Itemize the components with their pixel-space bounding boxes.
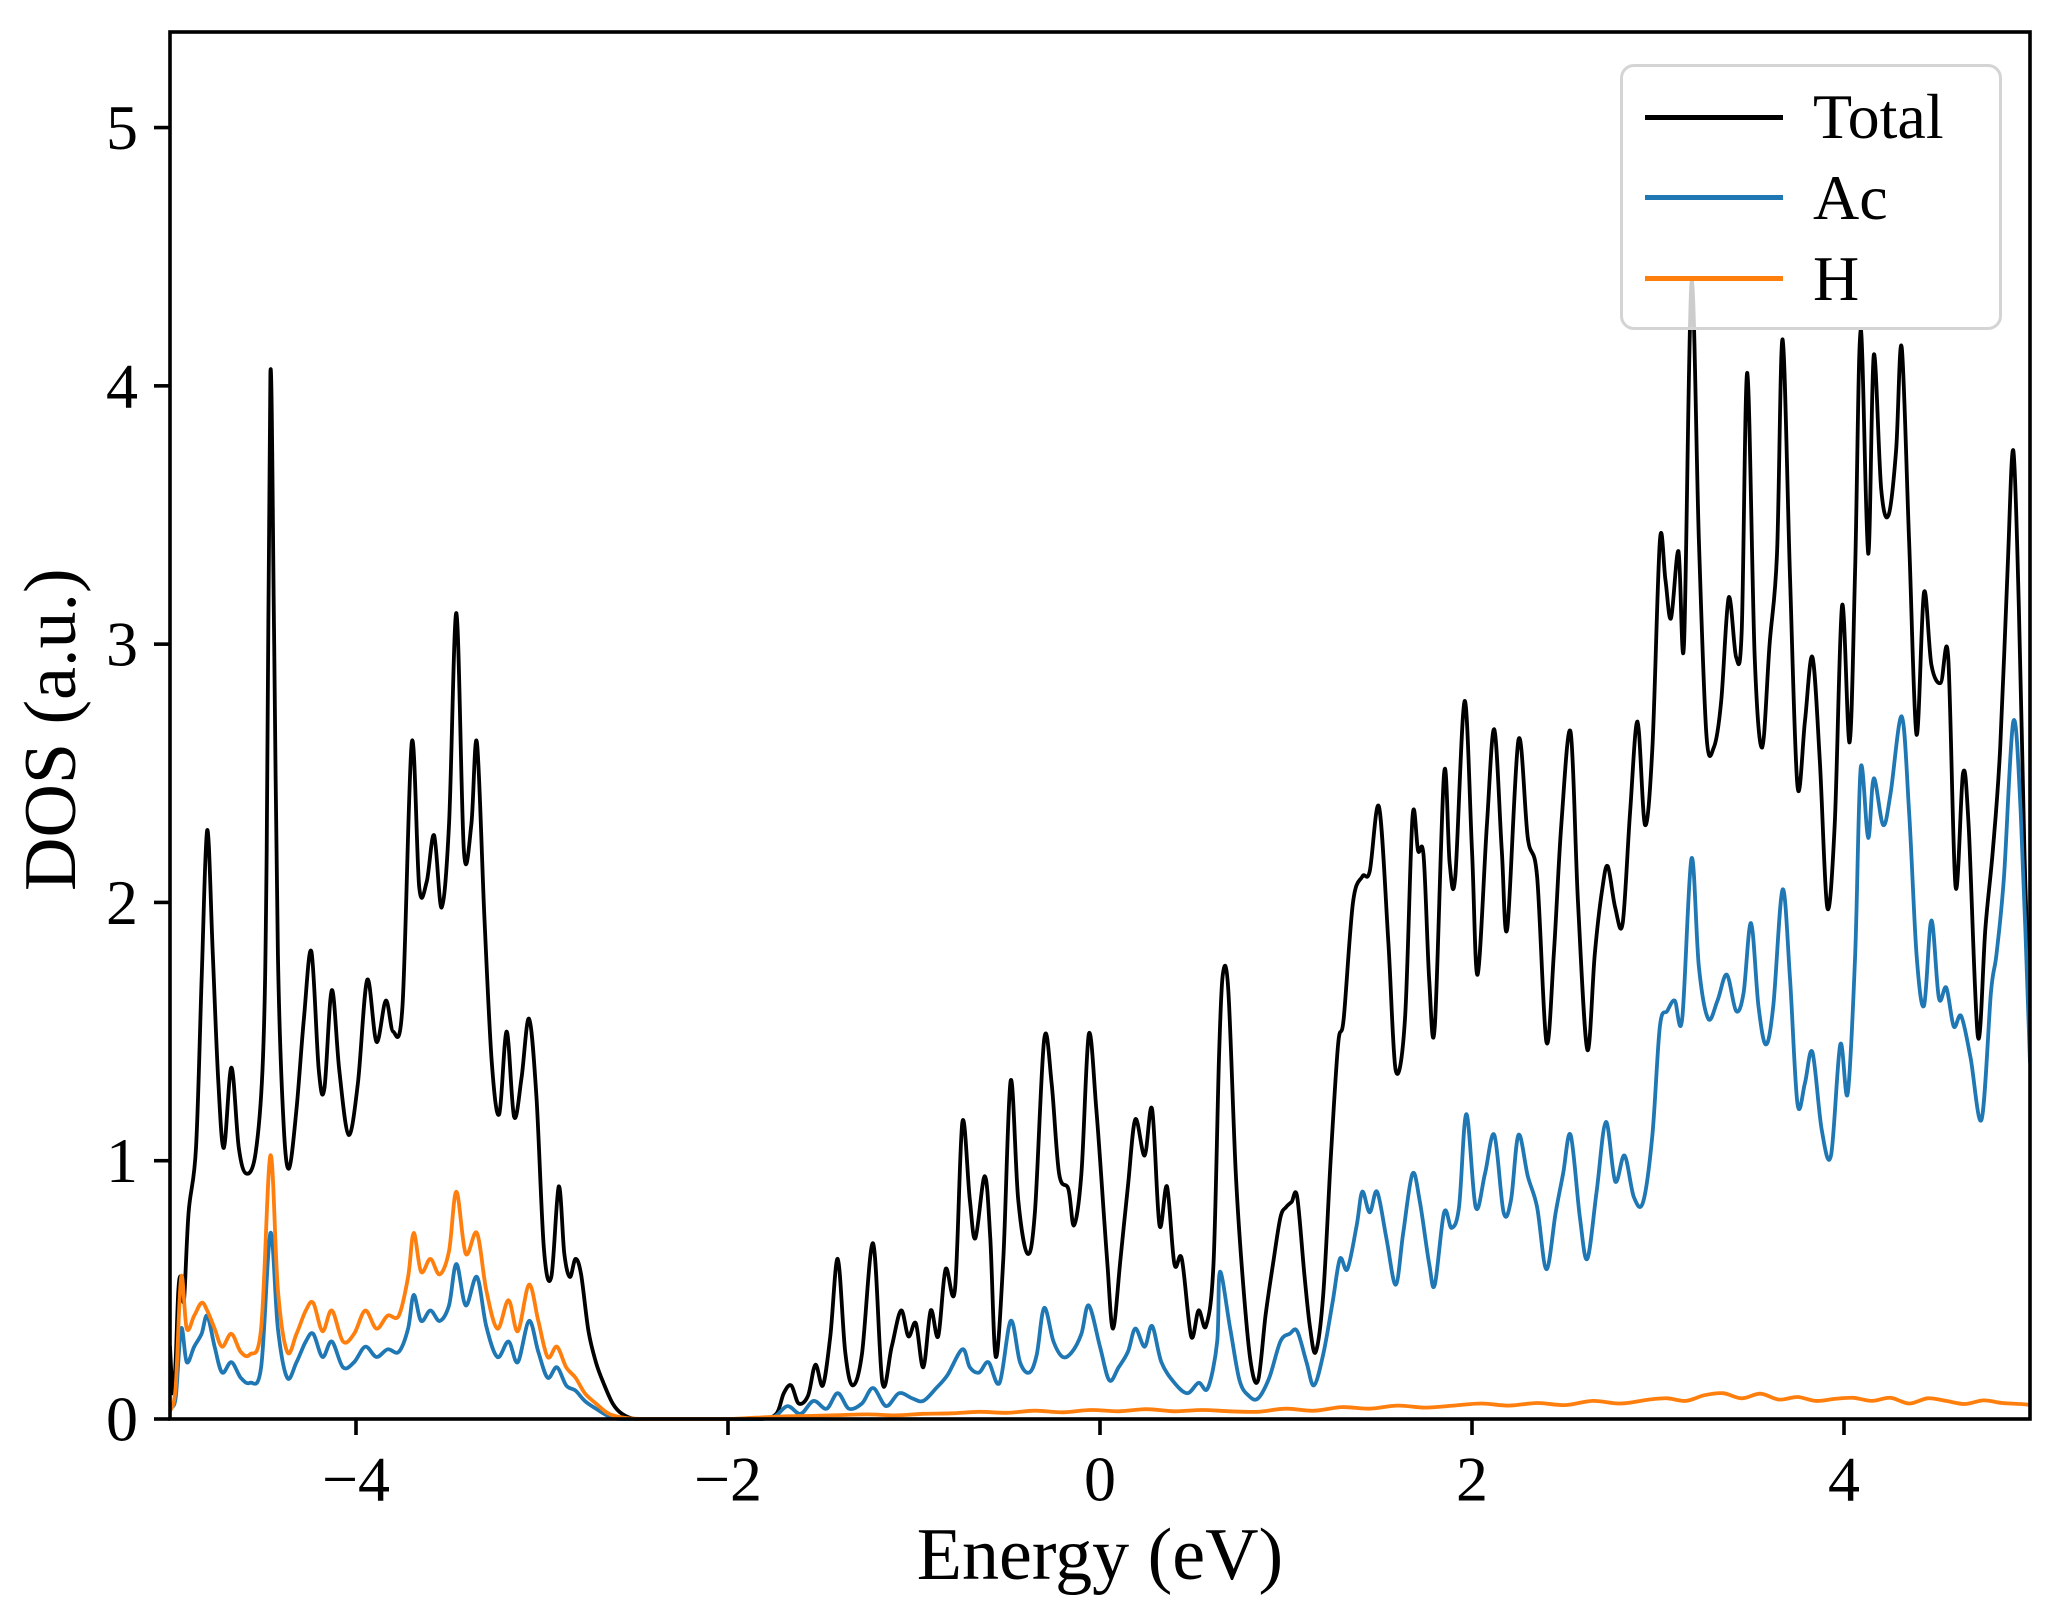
legend-line-h-icon [1645,276,1783,282]
y-tick-label-4: 4 [106,350,138,421]
x-tick-label-2: 0 [1084,1444,1116,1515]
x-tick-label-3: 2 [1456,1444,1488,1515]
curve-total [170,279,2030,1421]
legend-label-total: Total [1813,81,1944,153]
legend-label-h: H [1813,242,1860,314]
y-tick-label-2: 2 [106,867,138,938]
legend-line-ac-icon [1645,195,1783,201]
legend-item-total: Total [1645,85,1999,149]
y-tick-label-0: 0 [106,1384,138,1455]
x-tick-label-4: 4 [1828,1444,1860,1515]
y-tick-label-3: 3 [106,609,138,680]
x-tick-label-1: −2 [694,1444,762,1515]
y-tick-label-1: 1 [106,1125,138,1196]
x-tick-label-0: −4 [322,1444,390,1515]
legend-item-ac: Ac [1645,161,1999,233]
curve-h [170,1153,2030,1421]
legend-item-h: H [1645,242,1999,314]
curve-ac [170,714,2030,1421]
legend-line-total-icon [1645,114,1783,120]
y-axis-label: DOS (a.u.) [10,568,92,892]
legend: Total Ac H [1620,64,2002,330]
y-tick-label-5: 5 [106,92,138,163]
legend-label-ac: Ac [1813,161,1888,233]
x-axis-label: Energy (eV) [916,1514,1284,1596]
